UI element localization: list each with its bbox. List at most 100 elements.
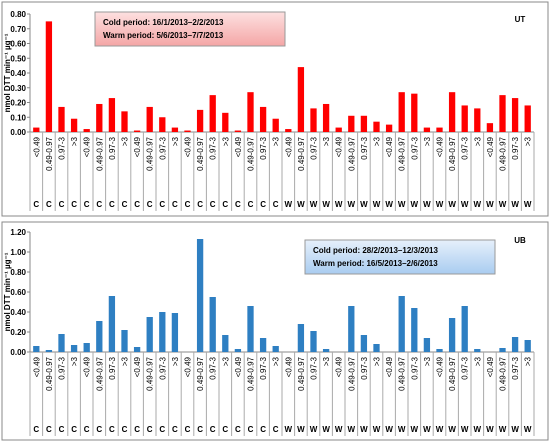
period-label: C [235, 200, 241, 209]
x-tick-label: <0.49 [133, 136, 142, 157]
bar [398, 92, 405, 132]
period-label: W [524, 200, 532, 209]
period-label: C [159, 200, 165, 209]
bar [58, 106, 65, 132]
bar [524, 105, 531, 132]
period-label: C [33, 200, 39, 209]
period-label: W [373, 425, 381, 434]
period-label: C [122, 425, 128, 434]
bar [234, 349, 242, 352]
x-tick-label: 0.97-3 [410, 356, 419, 379]
x-tick-label: 0.49-0.97 [45, 136, 54, 170]
period-label: C [260, 200, 266, 209]
period-label: C [96, 200, 102, 209]
x-tick-label: >3 [373, 136, 382, 146]
x-tick-label: 0.49-0.97 [448, 356, 457, 390]
bar [247, 306, 254, 352]
x-tick-label: 0.97-3 [158, 136, 167, 159]
x-tick-label: 0.49-0.97 [196, 356, 205, 390]
bar [133, 130, 141, 132]
bar [121, 111, 128, 132]
bar [310, 331, 317, 352]
y-tick-label: 0.20 [10, 328, 26, 337]
bar [146, 106, 153, 132]
period-label: W [411, 425, 419, 434]
bar [322, 103, 330, 132]
x-tick-label: <0.49 [83, 136, 92, 157]
bar [297, 324, 305, 352]
x-tick-label: 0.97-3 [511, 136, 520, 159]
period-label: C [109, 425, 115, 434]
bar [373, 344, 380, 352]
y-tick-label: 0.40 [10, 69, 26, 78]
period-label: W [310, 200, 318, 209]
bar [259, 338, 267, 352]
period-label: C [122, 200, 128, 209]
bar [499, 95, 506, 132]
bar [511, 98, 519, 132]
y-axis-label: nmol DTT min⁻¹ µg⁻¹ [3, 33, 12, 112]
bar [411, 93, 418, 132]
bar [385, 124, 393, 132]
x-tick-label: >3 [473, 356, 482, 366]
bar [171, 127, 179, 132]
bar [436, 349, 443, 352]
x-tick-label: 0.49-0.97 [398, 136, 407, 170]
x-tick-label: 0.97-3 [310, 136, 319, 159]
bar [70, 345, 78, 352]
panel-frame [1, 221, 549, 441]
period-label: C [46, 425, 52, 434]
period-label: W [511, 200, 519, 209]
y-tick-label: 0.70 [10, 25, 26, 34]
bar [272, 118, 279, 132]
x-tick-label: <0.49 [385, 136, 394, 157]
x-tick-label: <0.49 [32, 356, 41, 377]
period-label: C [147, 425, 153, 434]
x-tick-label: 0.97-3 [360, 356, 369, 379]
legend-box [304, 239, 496, 275]
period-label: W [474, 425, 482, 434]
period-label: W [486, 200, 494, 209]
panel-frame [1, 1, 549, 217]
period-label: W [348, 200, 356, 209]
period-label: W [398, 425, 406, 434]
x-tick-label: <0.49 [284, 356, 293, 377]
bar [184, 130, 191, 132]
period-label: W [423, 200, 431, 209]
period-label: W [285, 425, 293, 434]
x-tick-label: >3 [423, 356, 432, 366]
y-tick-label: 1.00 [10, 248, 26, 257]
period-label: W [411, 200, 419, 209]
period-label: W [385, 425, 393, 434]
bar [96, 103, 103, 132]
period-label: W [499, 200, 507, 209]
bar [159, 312, 166, 352]
x-tick-label: <0.49 [335, 356, 344, 377]
period-label: C [71, 425, 77, 434]
bar [511, 337, 519, 352]
bar [108, 98, 116, 132]
x-tick-label: <0.49 [234, 136, 243, 157]
y-tick-label: 0.00 [10, 348, 26, 357]
x-tick-label: <0.49 [83, 356, 92, 377]
y-tick-label: 0.60 [10, 40, 26, 49]
x-tick-label: 0.49-0.97 [146, 356, 155, 390]
bar [297, 67, 305, 132]
x-tick-label: >3 [221, 136, 230, 146]
period-label: C [159, 425, 165, 434]
bar [259, 106, 267, 132]
x-tick-label: >3 [70, 356, 79, 366]
y-tick-label: 0.30 [10, 84, 26, 93]
x-tick-label: >3 [121, 136, 130, 146]
period-label: W [511, 425, 519, 434]
period-label: W [436, 425, 444, 434]
period-label: W [335, 425, 343, 434]
period-label: C [185, 200, 191, 209]
x-tick-label: >3 [272, 356, 281, 366]
bar [474, 349, 481, 352]
bar [272, 346, 279, 352]
y-tick-label: 0.40 [10, 308, 26, 317]
period-label: C [134, 200, 140, 209]
x-tick-label: 0.97-3 [310, 356, 319, 379]
x-tick-label: 0.97-3 [461, 136, 470, 159]
